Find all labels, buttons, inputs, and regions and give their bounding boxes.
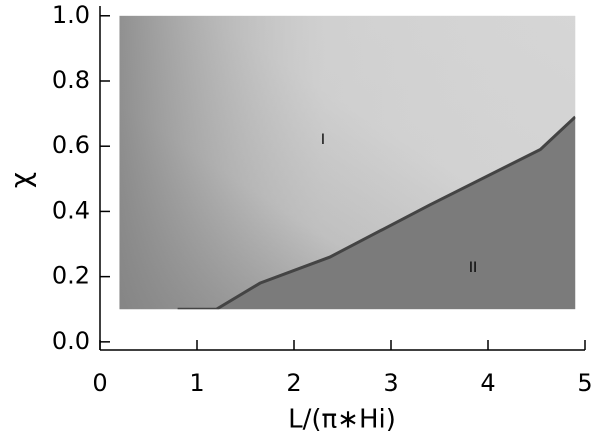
y-tick-label: 0.8 xyxy=(52,66,90,94)
x-tick-label: 5 xyxy=(577,369,592,397)
x-tick-label: 0 xyxy=(92,369,107,397)
x-tick-label: 3 xyxy=(383,369,398,397)
y-tick-label: 0.4 xyxy=(52,196,90,224)
x-tick-label: 1 xyxy=(189,369,204,397)
x-tick-label: 2 xyxy=(286,369,301,397)
region-label: II xyxy=(469,260,477,276)
x-axis-label: L/(π∗Hi) xyxy=(288,405,396,435)
region-label: I xyxy=(321,132,325,148)
y-tick-label: 0.2 xyxy=(52,262,90,290)
y-tick-label: 0.6 xyxy=(52,131,90,159)
x-tick-label: 4 xyxy=(480,369,495,397)
region-ii xyxy=(177,116,576,310)
y-tick-label: 1.0 xyxy=(52,1,90,29)
boundary-line xyxy=(177,115,576,310)
map xyxy=(119,15,576,310)
y-axis-label: χ xyxy=(4,172,37,188)
y-tick-label: 0.0 xyxy=(52,327,90,355)
